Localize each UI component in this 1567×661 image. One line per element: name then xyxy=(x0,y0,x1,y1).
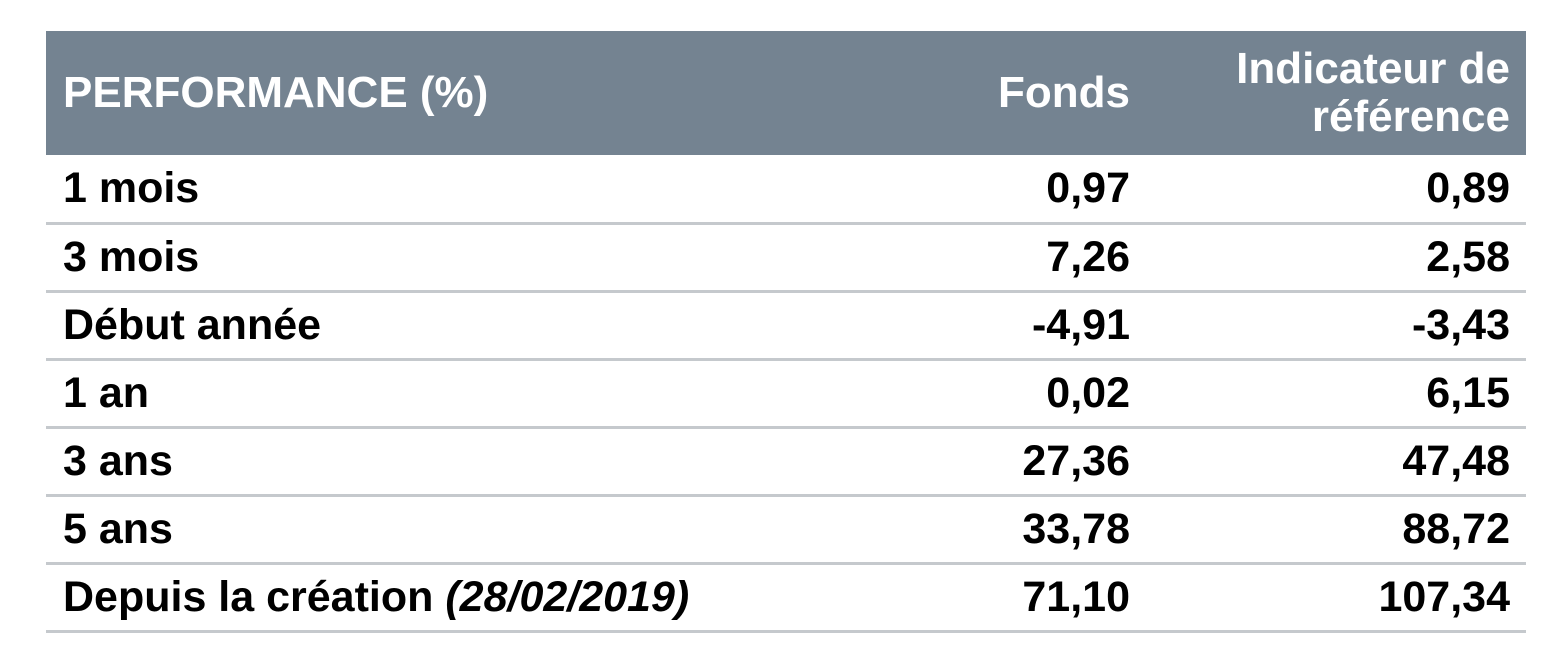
period-label: 1 an xyxy=(46,359,846,427)
table-row: 3 mois 7,26 2,58 xyxy=(46,223,1526,291)
period-label: 3 ans xyxy=(46,427,846,495)
table-row: Depuis la création (28/02/2019) 71,10 10… xyxy=(46,563,1526,631)
benchmark-value: 47,48 xyxy=(1402,437,1510,485)
period-name: 1 an xyxy=(63,369,150,417)
period-label: 3 mois xyxy=(46,223,846,291)
benchmark-value: 107,34 xyxy=(1378,573,1510,621)
table-row: 1 an 0,02 6,15 xyxy=(46,359,1526,427)
benchmark-value: 6,15 xyxy=(1426,369,1510,417)
table-row: 1 mois 0,97 0,89 xyxy=(46,155,1526,223)
benchmark-value: -3,43 xyxy=(1411,301,1510,349)
period-name: 5 ans xyxy=(63,505,173,553)
benchmark-value: 0,89 xyxy=(1426,164,1510,213)
header-benchmark: Indicateur de référence xyxy=(1146,31,1526,155)
benchmark-value: 2,58 xyxy=(1426,233,1510,281)
fund-value: -4,91 xyxy=(1031,301,1130,349)
table-body: 1 mois 0,97 0,89 3 mois 7,26 2,58 Début … xyxy=(46,155,1526,631)
fund-value: 7,26 xyxy=(1046,233,1130,281)
table-row: 3 ans 27,36 47,48 xyxy=(46,427,1526,495)
benchmark-value: 88,72 xyxy=(1402,505,1510,553)
period-label: 1 mois xyxy=(46,155,846,223)
performance-table: PERFORMANCE (%) Fonds Indicateur de référ… xyxy=(46,31,1526,633)
header-row: PERFORMANCE (%) Fonds Indicateur de référ… xyxy=(46,31,1526,155)
fund-value: 27,36 xyxy=(1022,437,1130,485)
period-name: 3 mois xyxy=(63,233,200,281)
fund-value: 0,97 xyxy=(1046,164,1130,213)
period-name: 1 mois xyxy=(63,164,200,213)
table-header: PERFORMANCE (%) Fonds Indicateur de référ… xyxy=(46,31,1526,155)
header-performance: PERFORMANCE (%) xyxy=(63,68,489,117)
fund-value: 0,02 xyxy=(1046,369,1130,417)
table-row: Début année -4,91 -3,43 xyxy=(46,291,1526,359)
header-fund: Fonds xyxy=(998,68,1130,117)
period-name: Début année xyxy=(63,301,322,349)
period-label: 5 ans xyxy=(46,495,846,563)
period-name: 3 ans xyxy=(63,437,173,485)
table-row: 5 ans 33,78 88,72 xyxy=(46,495,1526,563)
inception-date: (28/02/2019) xyxy=(445,573,690,621)
period-name: Depuis la création xyxy=(63,573,434,621)
header-benchmark-line2: référence xyxy=(1311,92,1510,141)
fund-value: 71,10 xyxy=(1022,573,1130,621)
period-label: Depuis la création (28/02/2019) xyxy=(46,563,846,631)
fund-value: 33,78 xyxy=(1022,505,1130,553)
header-benchmark-line1: Indicateur de xyxy=(1236,44,1510,93)
period-label: Début année xyxy=(46,291,846,359)
